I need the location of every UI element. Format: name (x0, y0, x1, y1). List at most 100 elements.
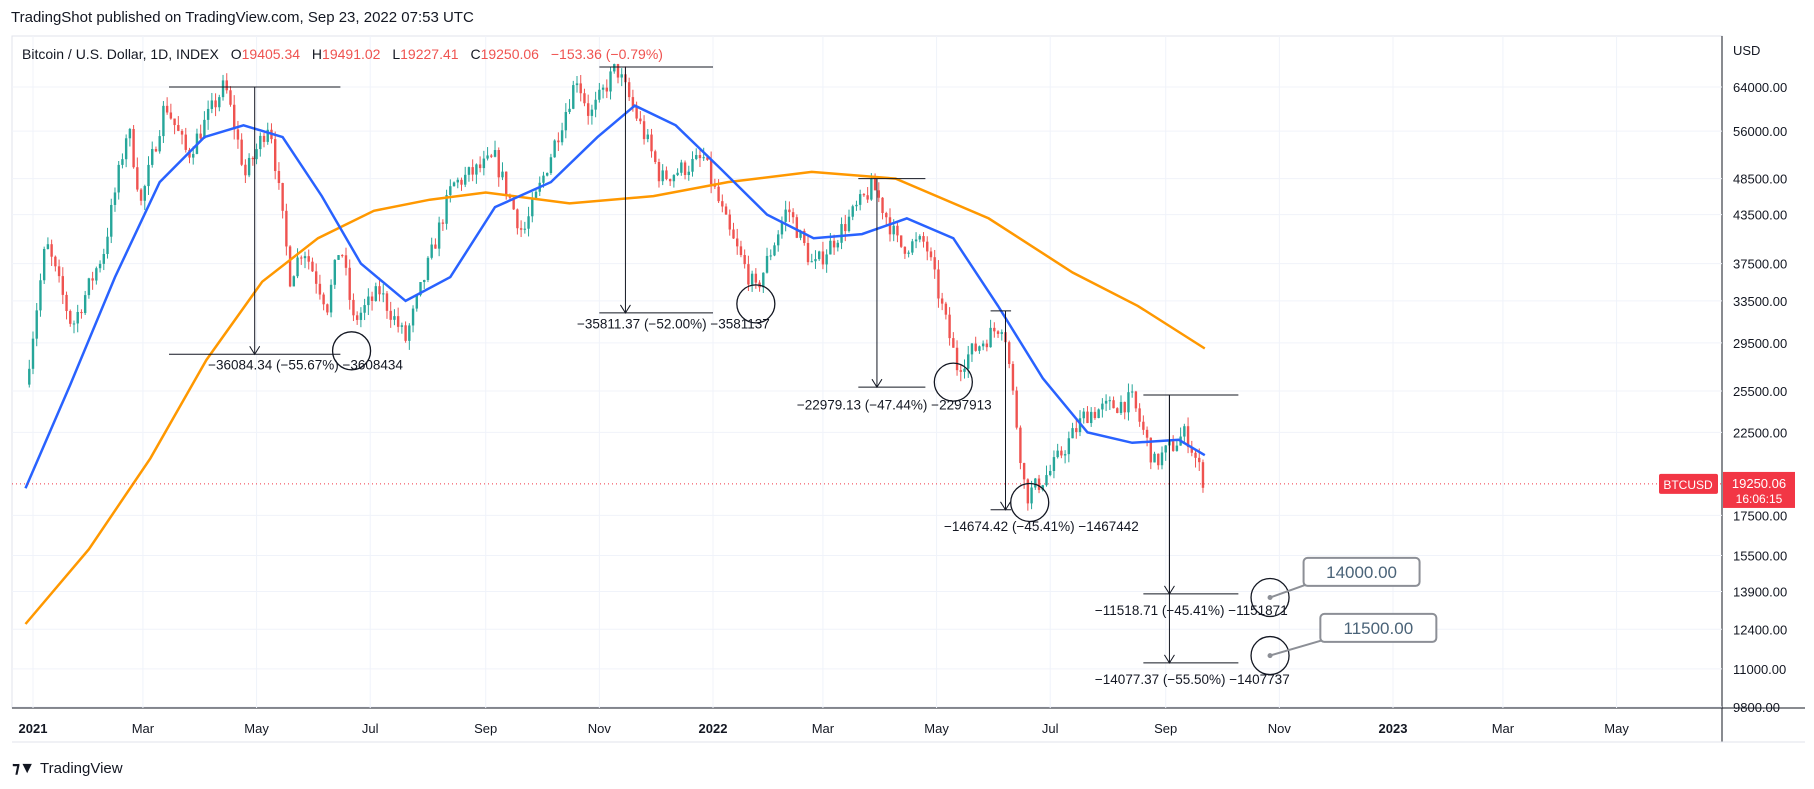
candle-body (613, 64, 616, 72)
candle-body (367, 296, 370, 306)
candle-body (132, 129, 135, 168)
candle-body (31, 338, 35, 369)
candle-body (940, 298, 944, 304)
candle-body (322, 294, 325, 305)
candle-body (676, 172, 679, 176)
candle-body (247, 157, 251, 176)
candle-body (1108, 400, 1112, 402)
candle-body (981, 343, 985, 347)
candle-body (821, 251, 825, 265)
candle-body (970, 343, 974, 355)
candle-body (989, 327, 992, 348)
price-tick-label: 13900.00 (1733, 585, 1787, 600)
tradingview-logo[interactable]: ⁊▼ TradingView (12, 758, 123, 778)
tradingview-brand: TradingView (40, 759, 123, 777)
candle-body (281, 183, 284, 211)
candle-body (929, 251, 933, 258)
time-tick-label: Jul (1042, 721, 1059, 736)
highlight-circle (1010, 482, 1050, 523)
highlight-circle (331, 331, 372, 371)
candle-body (210, 100, 214, 109)
svg-text:Bitcoin / U.S. Dollar, 1D, IND: Bitcoin / U.S. Dollar, 1D, INDEX O19405.… (22, 46, 663, 62)
candle-body (423, 279, 426, 283)
candle-body (732, 229, 735, 239)
callout-anchor (1267, 653, 1273, 659)
candle-body (180, 130, 184, 135)
candle-body (1130, 391, 1134, 393)
candle-body (620, 74, 623, 78)
candle-body (590, 109, 594, 116)
legend-change: −153.36 (−0.79%) (551, 46, 663, 62)
candle-body (382, 293, 385, 295)
candle-body (352, 299, 355, 316)
highlight-circle (1250, 635, 1290, 676)
highlight-circle (736, 284, 776, 324)
candle-body (717, 186, 720, 202)
candle-body (1056, 450, 1059, 458)
candle-body (1082, 411, 1085, 419)
candle-body (918, 236, 921, 240)
candle-body (1019, 427, 1022, 464)
candle-body (598, 89, 601, 100)
candle-body (106, 236, 109, 254)
candle-body (449, 186, 452, 196)
candle-body (288, 246, 292, 287)
candle-body (147, 164, 150, 187)
candle-body (557, 140, 560, 143)
candle-body (139, 189, 143, 201)
candle-body (359, 312, 363, 320)
candle-body (952, 338, 955, 348)
candle-body (616, 64, 620, 78)
time-axis[interactable]: 2021 Mar May Jul Sep Nov 2022 Mar May Jul Sep Nov 20… (19, 721, 1630, 736)
candle-body (542, 175, 545, 183)
candle-body (627, 82, 631, 98)
candle-body (985, 343, 989, 348)
candle-body (98, 263, 102, 269)
candle-body (54, 256, 57, 267)
candle-body (1157, 453, 1160, 466)
candle-body (184, 134, 187, 150)
price-tick-label: 9800.00 (1733, 700, 1780, 715)
time-tick-label: 2023 (1379, 721, 1408, 736)
candle-body (1112, 400, 1115, 409)
candle-body (777, 234, 780, 246)
candle-body (251, 157, 255, 160)
candle-body (165, 105, 169, 113)
candle-body (76, 311, 79, 324)
candle-body (69, 311, 72, 324)
callout-label: 14000.00 (1326, 563, 1397, 582)
candle-body (344, 255, 348, 268)
price-axis[interactable]: USD 64000.00 56000.00 48500.00 43500.00 3750… (1733, 43, 1787, 715)
candle-body (61, 276, 65, 295)
candle-body (691, 158, 694, 172)
candle-body (35, 310, 38, 339)
candle-body (1160, 452, 1164, 466)
candle-body (687, 171, 690, 176)
measure-drawings: −36084.34 (−55.67%) −3608434 −35811.37 (−… (169, 66, 1290, 687)
candle-body (523, 228, 527, 230)
candle-body (1201, 462, 1205, 488)
candle-body (560, 130, 564, 143)
candle-body (665, 170, 668, 180)
candle-body (534, 191, 538, 200)
candle-body (28, 368, 31, 385)
candle-body (385, 293, 389, 311)
candle-body (545, 173, 549, 176)
measure-arrow (620, 304, 631, 314)
time-tick-label: Mar (132, 721, 155, 736)
candle-body (937, 269, 940, 299)
candle-body (262, 135, 266, 142)
price-tick-label: 25500.00 (1733, 384, 1787, 399)
last-price-tag (1723, 471, 1795, 508)
time-tick-label: 2021 (19, 721, 48, 736)
candle-body (769, 255, 772, 257)
time-tick-label: Nov (588, 721, 612, 736)
candle-body (460, 179, 463, 185)
candle-body (516, 209, 519, 229)
time-tick-label: May (244, 721, 269, 736)
candle-body (426, 257, 430, 280)
candle-body (1011, 364, 1015, 391)
candle-body (1145, 429, 1149, 438)
